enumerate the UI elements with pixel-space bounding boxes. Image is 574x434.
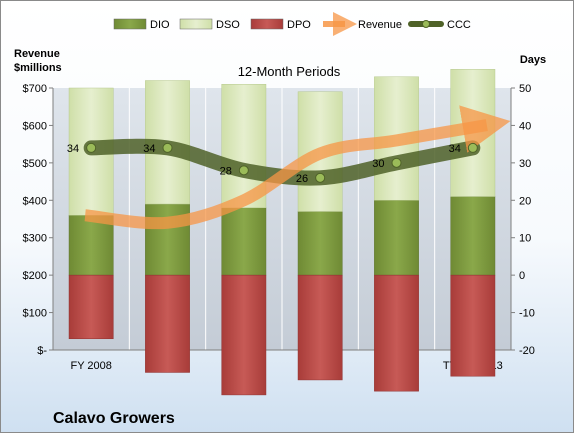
bar-dpo bbox=[450, 274, 496, 377]
left-tick-label: $100 bbox=[23, 308, 47, 320]
legend-swatch-dpo bbox=[250, 18, 284, 30]
ccc-marker bbox=[315, 172, 326, 183]
right-tick-label: 40 bbox=[519, 120, 531, 132]
bar-dpo bbox=[221, 274, 267, 396]
ccc-data-label: 34 bbox=[449, 143, 461, 155]
bar-dpo bbox=[374, 274, 419, 392]
plot-area: $- $100 $200 $300 $400 $500 $600 $700 -20 -10 0 10 2… bbox=[23, 69, 535, 396]
company-name: Calavo Growers bbox=[53, 410, 175, 427]
right-tick-label: 30 bbox=[519, 158, 531, 170]
chart-subtitle: 12-Month Periods bbox=[238, 64, 341, 79]
legend-label: CCC bbox=[447, 19, 471, 31]
left-axis-label-line2: $millions bbox=[14, 62, 62, 74]
right-tick-label: -20 bbox=[519, 345, 535, 357]
bar-dpo bbox=[297, 274, 343, 381]
bar-dio bbox=[374, 200, 419, 276]
left-tick-label: $700 bbox=[23, 83, 47, 95]
right-tick-label: 10 bbox=[519, 233, 531, 245]
left-tick-label: $300 bbox=[23, 233, 47, 245]
ccc-data-label: 28 bbox=[220, 165, 232, 177]
ccc-marker bbox=[467, 142, 478, 153]
ccc-marker bbox=[86, 142, 97, 153]
legend: DIO DSO DPO Revenue CCC bbox=[113, 12, 471, 36]
left-axis-label-line1: Revenue bbox=[14, 48, 60, 60]
right-tick-label: 0 bbox=[519, 270, 525, 282]
bar-dio bbox=[68, 215, 114, 276]
legend-marker-ccc bbox=[422, 20, 430, 28]
bar-dpo bbox=[145, 274, 190, 373]
legend-label: DIO bbox=[150, 19, 170, 31]
ccc-data-label: 34 bbox=[143, 143, 155, 155]
legend-label: Revenue bbox=[358, 19, 402, 31]
ccc-data-label: 30 bbox=[372, 158, 384, 170]
right-tick-label: 50 bbox=[519, 83, 531, 95]
ccc-marker bbox=[162, 142, 173, 153]
revenue-arrow bbox=[84, 105, 511, 230]
left-tick-label: $400 bbox=[23, 195, 47, 207]
right-tick-label: -10 bbox=[519, 308, 535, 320]
category-label: FY 2008 bbox=[70, 360, 111, 372]
bar-dio bbox=[297, 211, 343, 276]
bar-dpo bbox=[68, 274, 114, 340]
bar-dio bbox=[450, 196, 496, 276]
right-axis-label: Days bbox=[520, 54, 546, 66]
ccc-data-label: 34 bbox=[67, 143, 79, 155]
left-tick-label: $500 bbox=[23, 158, 47, 170]
bar-dio bbox=[221, 207, 267, 276]
legend-label: DPO bbox=[287, 19, 311, 31]
legend-swatch-dio bbox=[113, 18, 147, 30]
ccc-marker bbox=[238, 165, 249, 176]
legend-label: DSO bbox=[216, 19, 240, 31]
left-tick-label: $- bbox=[37, 345, 47, 357]
legend-swatch-dso bbox=[179, 18, 213, 30]
ccc-marker bbox=[391, 157, 402, 168]
ccc-data-label: 26 bbox=[296, 173, 308, 185]
left-tick-label: $600 bbox=[23, 120, 47, 132]
left-tick-label: $200 bbox=[23, 270, 47, 282]
right-tick-label: 20 bbox=[519, 195, 531, 207]
